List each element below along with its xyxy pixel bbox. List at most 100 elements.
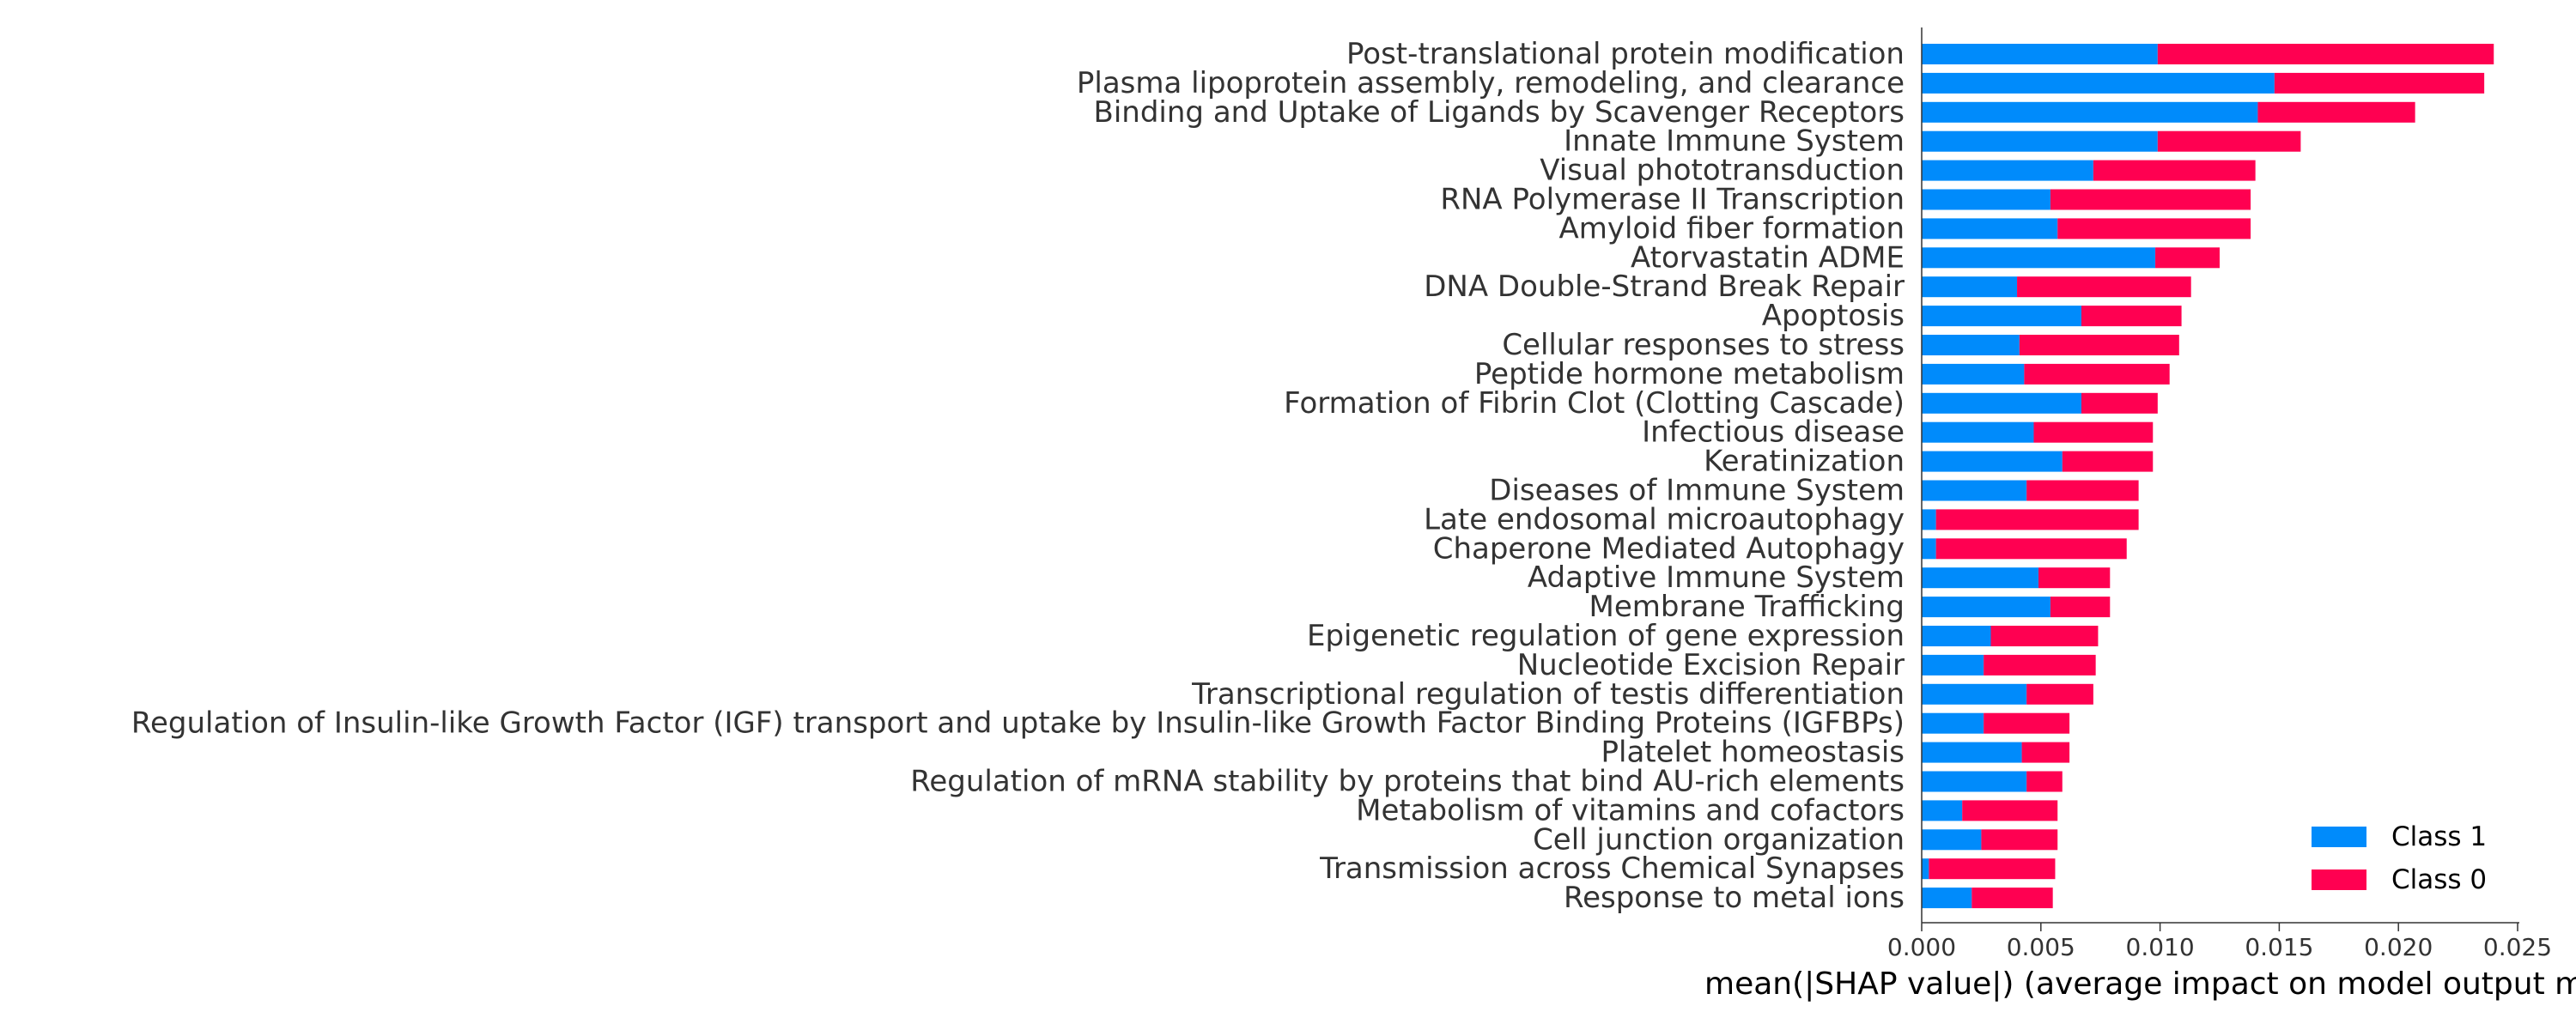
bar-class1 (1922, 335, 2020, 355)
bar-class0 (2038, 567, 2111, 589)
bar-class1 (1922, 771, 2027, 792)
bar-class0 (2062, 451, 2154, 472)
bar-class0 (2274, 72, 2485, 94)
category-label: Amyloid fiber formation (1558, 211, 1905, 245)
bar-class1 (1922, 597, 2050, 618)
bar-class0 (2050, 597, 2111, 618)
category-label: Response to metal ions (1564, 881, 1905, 915)
x-axis-title: mean(|SHAP value|) (average impact on mo… (1704, 966, 2576, 1002)
bar-class0 (2024, 363, 2170, 385)
category-label: Peptide hormone metabolism (1474, 357, 1905, 391)
bar-class1 (1922, 306, 2081, 327)
bar-class1 (1922, 888, 1972, 909)
category-label: RNA Polymerase II Transcription (1440, 183, 1905, 217)
category-label: Infectious disease (1642, 415, 1905, 450)
bar-class1 (1922, 101, 2258, 123)
legend: Class 1 Class 0 (2312, 821, 2487, 895)
category-label: Nucleotide Excision Repair (1517, 648, 1905, 682)
bar-class1 (1922, 567, 2039, 589)
bar-class0 (2081, 306, 2182, 327)
bars-group (1922, 44, 2494, 909)
legend-swatch (2312, 827, 2366, 847)
bar-class1 (1922, 858, 1929, 880)
bar-class0 (2157, 44, 2494, 64)
legend-label: Class 1 (2391, 821, 2487, 852)
x-tick-label: 0.000 (1887, 933, 1956, 961)
bar-class1 (1922, 626, 1991, 646)
bar-class1 (1922, 247, 2156, 269)
category-label: Platelet homeostasis (1601, 736, 1905, 770)
category-label: Atorvastatin ADME (1631, 240, 1905, 275)
x-ticks-group: 0.000 0.005 0.010 0.015 0.020 0.025 (1887, 923, 2552, 961)
bar-class1 (1922, 392, 2081, 414)
category-label: Chaperone Mediated Autophagy (1433, 531, 1905, 566)
category-label: Formation of Fibrin Clot (Clotting Casca… (1284, 386, 1905, 421)
bar-class1 (1922, 421, 2034, 443)
bar-class0 (1935, 538, 2127, 560)
bar-class0 (2019, 335, 2179, 355)
bar-class1 (1922, 480, 2027, 501)
bar-class0 (1935, 509, 2139, 530)
category-label: Plasma lipoprotein assembly, remodeling,… (1077, 66, 1905, 100)
bar-class1 (1922, 742, 2022, 763)
bar-class0 (1984, 654, 2096, 676)
bar-class1 (1922, 538, 1936, 560)
category-label: Keratinization (1704, 445, 1905, 479)
x-tick-label: 0.015 (2245, 933, 2313, 961)
category-label: Late endosomal microautophagy (1424, 502, 1905, 536)
bar-class1 (1922, 72, 2275, 94)
bar-class0 (2050, 189, 2251, 210)
bar-class1 (1922, 160, 2093, 181)
bar-class0 (2021, 742, 2070, 763)
bar-class1 (1922, 829, 1982, 851)
bar-class1 (1922, 654, 1984, 676)
category-label: Cell junction organization (1533, 822, 1905, 857)
category-label: Membrane Trafficking (1589, 590, 1905, 624)
bar-class1 (1922, 509, 1936, 530)
bar-class0 (1929, 858, 2056, 880)
category-label: Innate Immune System (1564, 124, 1905, 159)
bar-class1 (1922, 130, 2158, 152)
category-label: Regulation of mRNA stability by proteins… (910, 765, 1905, 799)
bar-class0 (2026, 480, 2139, 501)
legend-label: Class 0 (2391, 864, 2487, 895)
category-label: Visual phototransduction (1540, 154, 1905, 188)
category-label: Regulation of Insulin-like Growth Factor… (131, 706, 1905, 741)
x-tick-label: 0.005 (2007, 933, 2075, 961)
legend-item-class1: Class 1 (2312, 821, 2487, 852)
category-label: Transmission across Chemical Synapses (1319, 851, 1905, 886)
category-labels-group: Post-translational protein modificationP… (131, 37, 1905, 915)
bar-class1 (1922, 451, 2063, 472)
bar-class0 (1984, 712, 2070, 734)
x-tick-label: 0.025 (2483, 933, 2552, 961)
bar-class0 (2026, 683, 2093, 705)
bar-class0 (2026, 771, 2063, 792)
bar-class0 (1971, 888, 2053, 909)
category-label: Diseases of Immune System (1489, 474, 1905, 508)
bar-class0 (1962, 800, 2058, 821)
bar-class1 (1922, 276, 2018, 298)
category-label: Transcriptional regulation of testis dif… (1191, 677, 1905, 712)
category-label: Epigenetic regulation of gene expression (1307, 619, 1905, 653)
bar-class0 (2033, 421, 2154, 443)
bar-class0 (1981, 829, 2058, 851)
bar-class0 (2155, 247, 2220, 269)
bar-class1 (1922, 800, 1963, 821)
bar-class0 (2057, 218, 2251, 239)
legend-item-class0: Class 0 (2312, 864, 2487, 895)
category-label: Post-translational protein modification (1346, 37, 1905, 71)
category-label: Adaptive Immune System (1528, 560, 1905, 595)
x-tick-label: 0.010 (2126, 933, 2195, 961)
legend-swatch (2312, 869, 2366, 890)
bar-class1 (1922, 712, 1984, 734)
bar-class0 (2081, 392, 2158, 414)
bar-class0 (2093, 160, 2256, 181)
category-label: DNA Double-Strand Break Repair (1424, 270, 1905, 304)
category-label: Metabolism of vitamins and cofactors (1356, 793, 1905, 827)
category-label: Apoptosis (1762, 299, 1905, 333)
bar-class0 (2157, 130, 2301, 152)
bar-class1 (1922, 218, 2058, 239)
category-label: Binding and Uptake of Ligands by Scaveng… (1094, 95, 1905, 130)
bar-class0 (2017, 276, 2191, 298)
